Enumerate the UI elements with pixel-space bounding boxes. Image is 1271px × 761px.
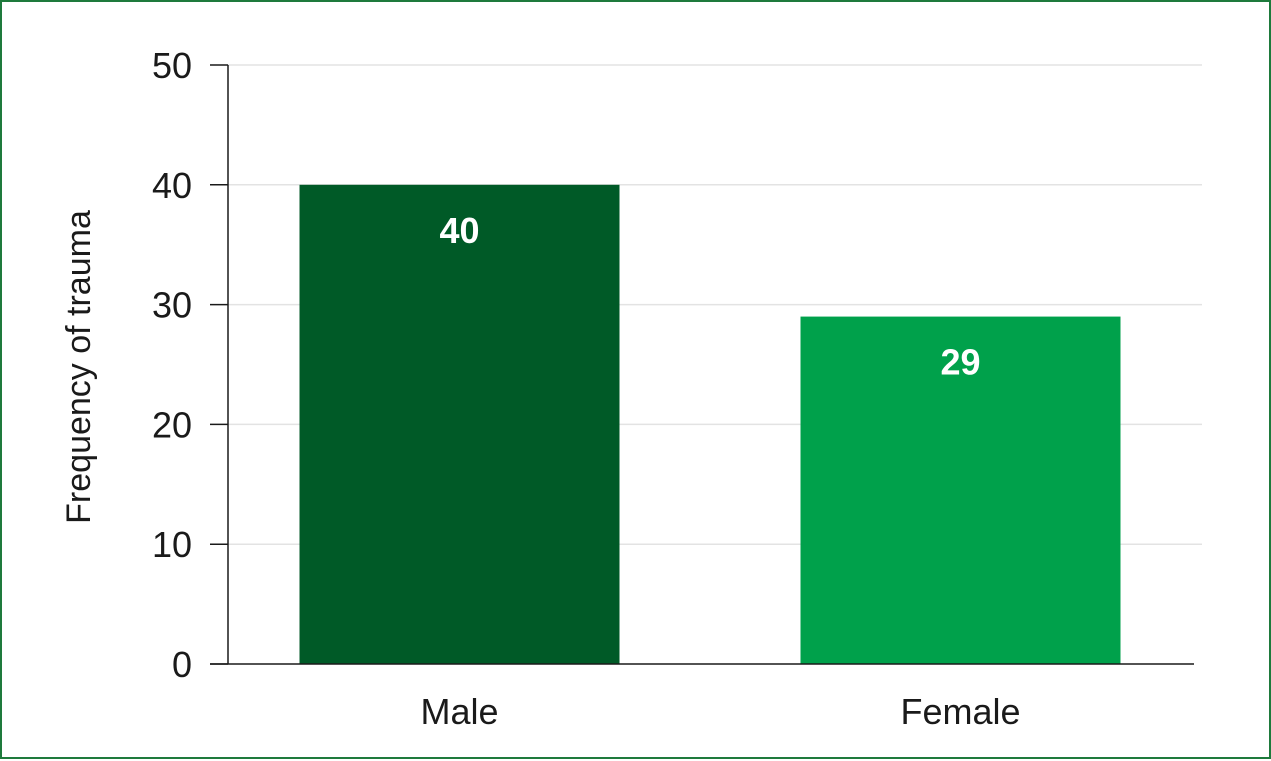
bars [299,184,1121,665]
y-tick-label: 10 [152,524,192,565]
y-tick-label: 0 [172,644,192,685]
y-tick-label: 50 [152,45,192,86]
bar-female [800,316,1121,664]
labels: 0 10 20 30 40 50 40 Male 29 Female [152,45,1021,732]
data-label: 29 [940,342,980,383]
axes [210,64,1194,665]
y-axis-title: Frequency of trauma [60,210,98,524]
y-tick-label: 40 [152,165,192,206]
x-category-label: Female [900,691,1020,732]
y-tick-label: 30 [152,285,192,326]
y-tick-label: 20 [152,404,192,445]
bar-male [299,184,620,665]
data-label: 40 [439,210,479,251]
x-category-label: Male [420,691,498,732]
